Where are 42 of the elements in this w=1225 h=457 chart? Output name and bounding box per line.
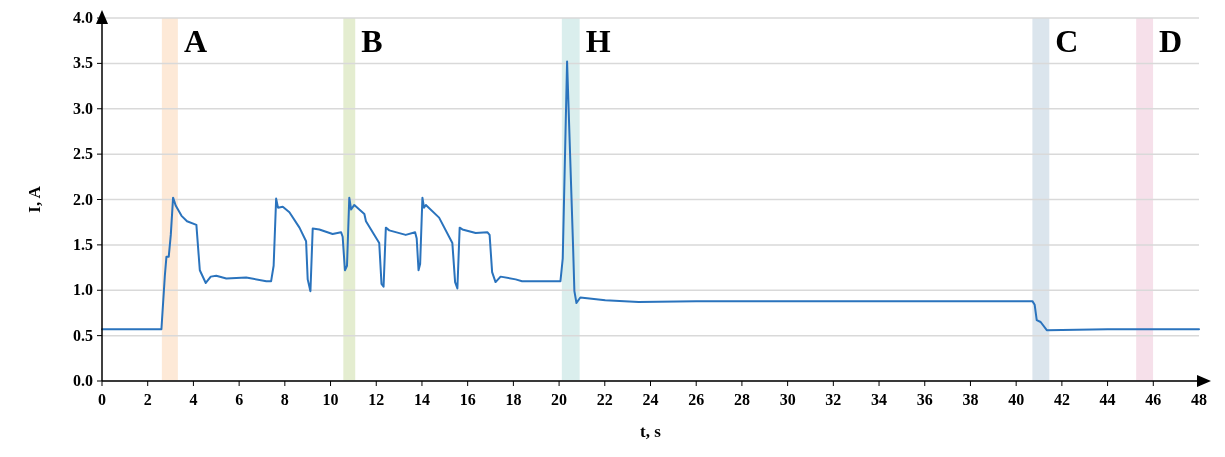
y-tick-label: 3.0	[73, 99, 93, 117]
x-tick-label: 48	[1191, 391, 1207, 408]
y-tick-label: 4.0	[73, 9, 93, 26]
band-label: B	[361, 23, 383, 59]
x-tick-label: 6	[235, 391, 244, 408]
x-tick-label: 36	[916, 391, 933, 408]
x-axis-title: t, s	[640, 422, 662, 441]
x-tick-label: 30	[779, 391, 796, 408]
y-tick-label: 3.5	[73, 54, 93, 72]
band-label: C	[1055, 23, 1079, 59]
y-tick-label: 0.5	[73, 326, 93, 344]
x-tick-label: 46	[1145, 391, 1162, 408]
x-tick-label: 28	[733, 391, 750, 408]
x-tick-label: 0	[98, 391, 106, 408]
line-series	[101, 60, 1200, 332]
x-tick-label: 26	[688, 391, 705, 408]
band-label: D	[1159, 23, 1183, 59]
y-tick-label: 0.0	[73, 372, 93, 389]
band-label: H	[585, 23, 611, 59]
y-tick-label: 2.5	[73, 145, 93, 163]
y-tick-label: 1.0	[73, 281, 93, 299]
x-tick-label: 12	[368, 391, 385, 408]
x-tick-label: 40	[1008, 391, 1025, 408]
x-tick-label: 18	[505, 391, 522, 408]
x-tick-label: 4	[189, 391, 198, 408]
x-tick-label: 24	[642, 391, 659, 408]
x-tick-label: 22	[596, 391, 613, 408]
x-tick-label: 8	[280, 391, 289, 408]
y-tick-label: 2.0	[73, 190, 93, 208]
x-tick-label: 14	[413, 391, 430, 408]
y-tick-label: 1.5	[73, 235, 93, 253]
x-tick-label: 44	[1099, 391, 1116, 408]
x-tick-label: 20	[551, 391, 568, 408]
x-tick-label: 38	[962, 391, 979, 408]
x-tick-label: 34	[871, 391, 888, 408]
x-tick-label: 32	[825, 391, 842, 408]
x-tick-label: 42	[1053, 391, 1070, 408]
y-axis-title: I, A	[25, 185, 44, 213]
band-label: A	[183, 23, 207, 59]
x-tick-label: 2	[143, 391, 152, 408]
x-tick-label: 16	[459, 391, 476, 408]
x-tick-label: 10	[322, 391, 339, 408]
